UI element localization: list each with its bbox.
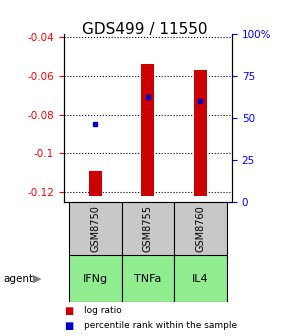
Text: TNFa: TNFa bbox=[134, 274, 162, 284]
Bar bbox=[69, 202, 122, 255]
Text: GDS499 / 11550: GDS499 / 11550 bbox=[82, 22, 208, 37]
Text: log ratio: log ratio bbox=[84, 306, 122, 315]
Bar bbox=[174, 255, 227, 302]
Text: GSM8760: GSM8760 bbox=[195, 205, 205, 252]
Bar bbox=[69, 255, 122, 302]
Text: ■: ■ bbox=[64, 306, 73, 316]
Text: ■: ■ bbox=[64, 321, 73, 331]
Bar bbox=[174, 202, 227, 255]
Bar bbox=[194, 70, 207, 196]
Bar bbox=[141, 65, 155, 196]
Text: ▶: ▶ bbox=[33, 274, 42, 284]
Text: GSM8750: GSM8750 bbox=[90, 205, 100, 252]
Text: GSM8755: GSM8755 bbox=[143, 205, 153, 252]
Bar bbox=[89, 171, 102, 196]
Text: percentile rank within the sample: percentile rank within the sample bbox=[84, 322, 237, 330]
Text: IL4: IL4 bbox=[192, 274, 209, 284]
Bar bbox=[122, 202, 174, 255]
Text: agent: agent bbox=[3, 274, 33, 284]
Text: IFNg: IFNg bbox=[83, 274, 108, 284]
Bar bbox=[122, 255, 174, 302]
